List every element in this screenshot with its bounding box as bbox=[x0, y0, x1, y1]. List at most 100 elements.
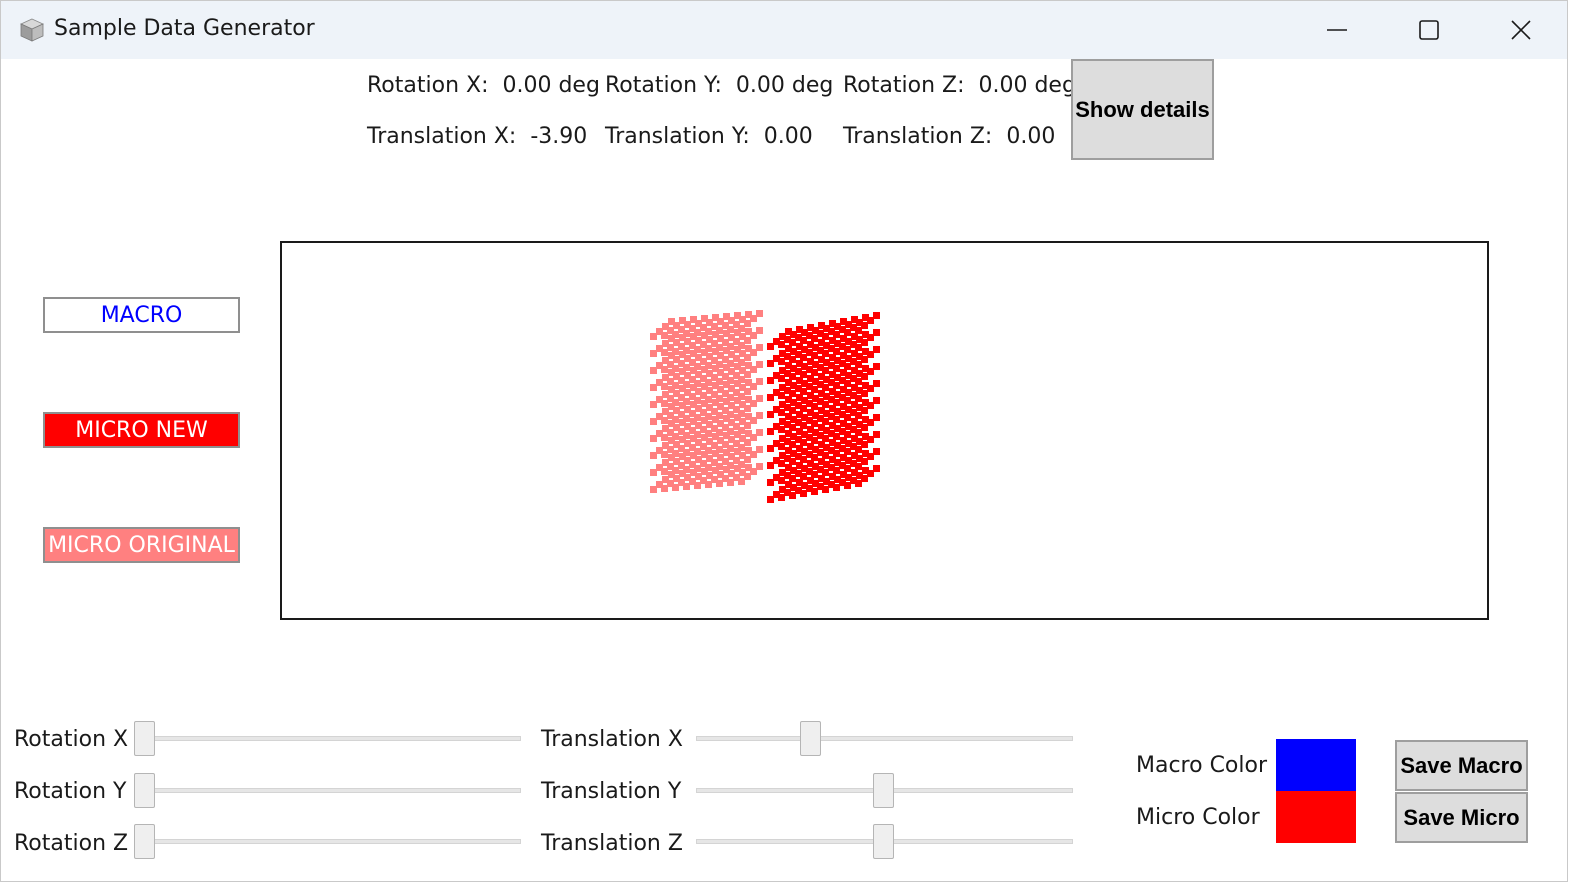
point-marker bbox=[845, 406, 852, 413]
point-marker bbox=[684, 372, 691, 379]
point-marker bbox=[706, 387, 713, 394]
point-marker bbox=[790, 467, 797, 474]
point-marker bbox=[833, 365, 840, 372]
point-marker bbox=[855, 378, 862, 385]
maximize-icon bbox=[1418, 19, 1440, 41]
point-marker bbox=[678, 343, 685, 350]
point-marker bbox=[734, 329, 741, 336]
point-marker bbox=[807, 443, 814, 450]
point-marker bbox=[672, 433, 679, 440]
legend-macro: MACRO bbox=[43, 297, 240, 333]
point-marker bbox=[801, 346, 808, 353]
minimize-button[interactable] bbox=[1291, 1, 1383, 59]
point-marker bbox=[845, 457, 852, 464]
point-marker bbox=[790, 331, 797, 338]
point-marker bbox=[706, 455, 713, 462]
point-marker bbox=[662, 391, 669, 398]
rotation-y-slider[interactable] bbox=[134, 773, 155, 808]
point-marker bbox=[733, 355, 740, 362]
point-marker bbox=[661, 417, 668, 424]
rotation-z-track[interactable] bbox=[134, 839, 521, 844]
point-marker bbox=[678, 462, 685, 469]
point-marker bbox=[855, 412, 862, 419]
point-marker bbox=[812, 429, 819, 436]
point-marker bbox=[656, 413, 663, 420]
translation-y-slider[interactable] bbox=[873, 773, 894, 808]
point-marker bbox=[656, 362, 663, 369]
point-marker bbox=[778, 477, 785, 484]
point-marker bbox=[850, 341, 857, 348]
point-marker bbox=[734, 346, 741, 353]
point-marker bbox=[672, 331, 679, 338]
point-marker bbox=[712, 314, 719, 321]
point-marker bbox=[695, 422, 702, 429]
save-macro-button[interactable]: Save Macro bbox=[1395, 740, 1528, 791]
point-marker bbox=[723, 398, 730, 405]
rotation-z-slider[interactable] bbox=[134, 824, 155, 859]
translation-z-slider[interactable] bbox=[873, 824, 894, 859]
point-marker bbox=[716, 446, 723, 453]
point-marker bbox=[750, 383, 757, 390]
macro-color-swatch[interactable] bbox=[1276, 739, 1356, 791]
point-marker bbox=[700, 443, 707, 450]
rotation-y-label: Rotation Y bbox=[14, 779, 127, 804]
point-marker bbox=[668, 454, 675, 461]
point-marker bbox=[756, 446, 763, 453]
point-marker bbox=[667, 344, 674, 351]
point-marker bbox=[722, 475, 729, 482]
point-marker bbox=[828, 481, 835, 488]
point-marker bbox=[694, 380, 701, 387]
point-marker bbox=[705, 447, 712, 454]
title-bar[interactable]: Sample Data Generator bbox=[1, 1, 1567, 59]
point-marker bbox=[806, 485, 813, 492]
micro-color-swatch[interactable] bbox=[1276, 791, 1356, 843]
point-marker bbox=[862, 314, 869, 321]
3d-viewport[interactable] bbox=[280, 241, 1489, 620]
point-marker bbox=[744, 456, 751, 463]
close-button[interactable] bbox=[1475, 1, 1567, 59]
point-marker bbox=[807, 409, 814, 416]
point-marker bbox=[855, 361, 862, 368]
point-marker bbox=[828, 447, 835, 454]
point-marker bbox=[800, 388, 807, 395]
point-marker bbox=[829, 473, 836, 480]
maximize-button[interactable] bbox=[1383, 1, 1475, 59]
save-micro-button[interactable]: Save Micro bbox=[1395, 792, 1528, 843]
translation-x-slider[interactable] bbox=[800, 721, 821, 756]
point-marker bbox=[706, 421, 713, 428]
show-details-button[interactable]: Show details bbox=[1071, 59, 1214, 160]
point-marker bbox=[673, 458, 680, 465]
point-marker bbox=[855, 327, 862, 334]
point-marker bbox=[817, 415, 824, 422]
point-marker bbox=[661, 332, 668, 339]
point-marker bbox=[862, 433, 869, 440]
point-marker bbox=[712, 399, 719, 406]
translation-x-track[interactable] bbox=[696, 736, 1073, 741]
close-icon bbox=[1510, 19, 1532, 41]
point-marker bbox=[667, 446, 674, 453]
point-marker bbox=[784, 387, 791, 394]
point-marker bbox=[716, 429, 723, 436]
point-marker bbox=[833, 433, 840, 440]
rotation-x-slider[interactable] bbox=[134, 721, 155, 756]
point-marker bbox=[684, 440, 691, 447]
rotation-x-track[interactable] bbox=[134, 736, 521, 741]
point-marker bbox=[812, 446, 819, 453]
point-marker bbox=[867, 334, 874, 341]
point-marker bbox=[662, 442, 669, 449]
point-marker bbox=[722, 390, 729, 397]
point-marker bbox=[817, 347, 824, 354]
point-marker bbox=[738, 376, 745, 383]
rotation-y-track[interactable] bbox=[134, 788, 521, 793]
point-marker bbox=[811, 352, 818, 359]
point-marker bbox=[801, 329, 808, 336]
point-marker bbox=[850, 443, 857, 450]
point-marker bbox=[701, 400, 708, 407]
point-marker bbox=[801, 465, 808, 472]
point-marker bbox=[650, 367, 657, 374]
window-title: Sample Data Generator bbox=[54, 16, 315, 41]
point-marker bbox=[873, 414, 880, 421]
point-marker bbox=[806, 451, 813, 458]
point-marker bbox=[722, 407, 729, 414]
point-marker bbox=[806, 468, 813, 475]
